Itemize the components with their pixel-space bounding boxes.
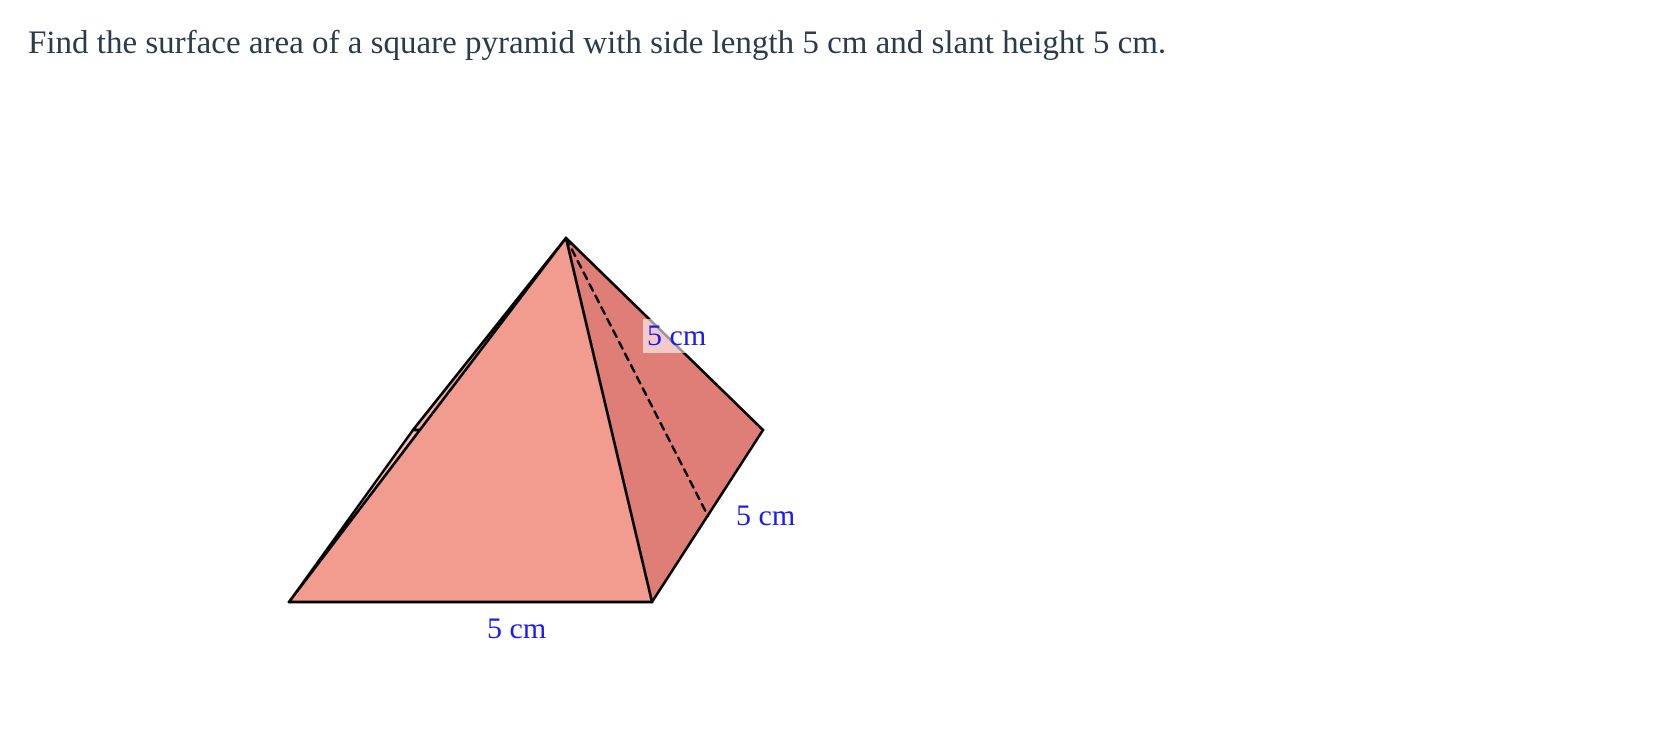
label-back-right-edge: 5 cm bbox=[732, 499, 799, 533]
question-text: Find the surface area of a square pyrami… bbox=[28, 18, 1626, 69]
pyramid-figure: 5 cm 5 cm 5 cm bbox=[203, 184, 843, 664]
label-slant-height: 5 cm bbox=[643, 319, 710, 353]
label-base-front: 5 cm bbox=[483, 612, 550, 646]
pyramid-svg bbox=[203, 184, 843, 664]
